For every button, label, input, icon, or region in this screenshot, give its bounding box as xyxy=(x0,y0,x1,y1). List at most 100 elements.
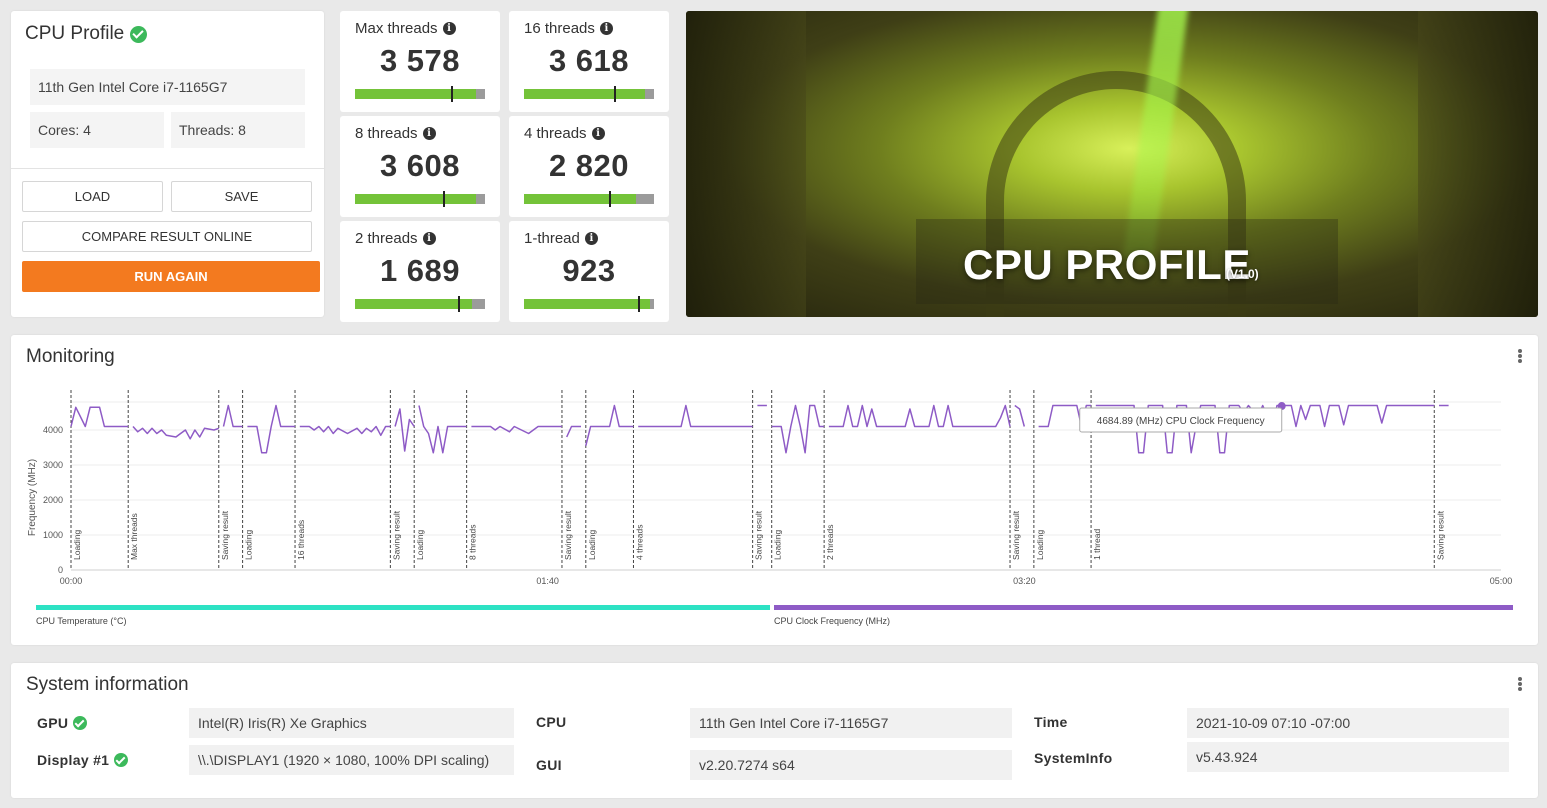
time-label: Time xyxy=(1034,714,1068,730)
load-button[interactable]: LOAD xyxy=(22,181,163,212)
info-icon[interactable]: i xyxy=(584,232,598,245)
tooltip-text: 4684.89 (MHz) CPU Clock Frequency xyxy=(1097,416,1265,427)
cpu-name: 11th Gen Intel Core i7-1165G7 xyxy=(38,79,228,95)
score-bar-fill xyxy=(355,194,476,204)
info-icon[interactable]: i xyxy=(599,22,613,35)
score-bar xyxy=(524,86,654,102)
display-label-row: Display #1 xyxy=(37,752,129,768)
y-tick-label: 3000 xyxy=(43,460,63,470)
score-bar-marker xyxy=(457,296,460,312)
frequency-line-segment xyxy=(1014,404,1026,427)
tooltip-box xyxy=(1079,407,1283,433)
profile-title: CPU Profile xyxy=(25,23,125,44)
hero-title-band xyxy=(916,219,1338,304)
phase-marker-label: Loading xyxy=(1035,529,1045,560)
score-bar xyxy=(355,191,485,207)
threads-count: Threads: 8 xyxy=(179,122,246,138)
display-label: Display #1 xyxy=(37,752,110,768)
time-value: 2021-10-09 07:10 -07:00 xyxy=(1187,708,1509,738)
divider xyxy=(11,168,324,169)
check-icon xyxy=(130,25,148,43)
phase-marker-label: Saving result xyxy=(220,510,230,560)
display-value: \\.\DISPLAY1 (1920 × 1080, 100% DPI scal… xyxy=(189,745,514,775)
hero-version: (V1.0) xyxy=(1226,267,1259,281)
kebab-menu-icon[interactable] xyxy=(1518,349,1522,363)
score-bar-fill xyxy=(524,194,636,204)
system-info-title: System information xyxy=(26,674,189,695)
score-tile-8-threads: 8 threads i 3 608 xyxy=(340,116,500,217)
cpu-name-box: 11th Gen Intel Core i7-1165G7 xyxy=(30,69,305,105)
score-bar-marker xyxy=(443,191,446,207)
y-tick-label: 1000 xyxy=(43,530,63,540)
frequency-legend-bar[interactable] xyxy=(774,605,1513,610)
info-icon[interactable]: i xyxy=(422,127,436,140)
phase-marker-label: 4 threads xyxy=(634,525,644,560)
score-label: 1-thread xyxy=(524,230,580,247)
y-axis-label: Frequency (MHz) xyxy=(27,459,38,536)
systeminfo-label: SystemInfo xyxy=(1034,750,1113,766)
monitoring-card: Monitoring 0 1000 2000 3000 4000 Frequency (M… xyxy=(11,335,1538,645)
x-tick-label: 01:40 xyxy=(536,576,559,586)
x-tick-label: 00:00 xyxy=(60,576,83,586)
score-tile-1-thread: 1-thread i 923 xyxy=(509,221,669,322)
cores-count: Cores: 4 xyxy=(38,122,91,138)
run-again-button[interactable]: RUN AGAIN xyxy=(22,261,320,292)
phase-marker-label: Loading xyxy=(415,529,425,560)
hero-pillar-left xyxy=(686,11,806,317)
check-icon xyxy=(73,716,88,730)
frequency-line-segment xyxy=(585,404,634,446)
compare-result-online-button[interactable]: COMPARE RESULT ONLINE xyxy=(22,221,312,252)
frequency-line-segment xyxy=(566,425,581,438)
info-icon[interactable]: i xyxy=(591,127,605,140)
score-value: 3 618 xyxy=(548,43,630,78)
frequency-line-segment xyxy=(247,404,295,454)
info-icon[interactable]: i xyxy=(422,232,436,245)
frequency-chart[interactable]: 0 1000 2000 3000 4000 Frequency (MHz) 00:00 01:… xyxy=(11,335,1538,645)
score-value: 923 xyxy=(562,253,616,288)
gpu-label: GPU xyxy=(37,715,69,731)
gui-value: v2.20.7274 s64 xyxy=(690,750,1012,780)
gpu-label-row: GPU xyxy=(37,715,88,731)
phase-marker-label: Saving result xyxy=(1435,510,1445,560)
phase-marker-label: 2 threads xyxy=(825,525,835,560)
system-info-card: System information GPU Intel(R) Iris(R) … xyxy=(11,663,1538,798)
phase-marker-label: Loading xyxy=(72,529,82,560)
frequency-line-segment xyxy=(299,425,391,437)
frequency-line-segment xyxy=(828,404,1011,428)
monitoring-title: Monitoring xyxy=(26,346,115,367)
phase-marker-label: Loading xyxy=(244,529,254,560)
phase-marker-label: Saving result xyxy=(1011,510,1021,560)
score-label: 2 threads xyxy=(355,230,418,247)
score-bar xyxy=(355,86,485,102)
phase-marker-label: 16 threads xyxy=(296,520,306,560)
score-bar-marker xyxy=(638,296,641,312)
gui-label: GUI xyxy=(536,757,562,773)
frequency-legend-label[interactable]: CPU Clock Frequency (MHz) xyxy=(774,616,891,626)
x-tick-label: 05:00 xyxy=(1490,576,1513,586)
frequency-line-segment xyxy=(418,405,467,454)
score-label: Max threads xyxy=(355,20,438,37)
info-icon[interactable]: i xyxy=(442,22,456,35)
frequency-line-segment xyxy=(394,408,415,452)
score-tile-16-threads: 16 threads i 3 618 xyxy=(509,11,669,112)
score-bar xyxy=(524,296,654,312)
kebab-menu-icon[interactable] xyxy=(1518,677,1522,691)
frequency-line-segment xyxy=(1038,404,1092,428)
score-bar-fill xyxy=(355,89,476,99)
score-value: 3 578 xyxy=(379,43,461,78)
phase-marker-label: 8 threads xyxy=(468,525,478,560)
temperature-legend-label[interactable]: CPU Temperature (°C) xyxy=(36,616,127,626)
save-button[interactable]: SAVE xyxy=(171,181,312,212)
hero-pillar-right xyxy=(1418,11,1538,317)
temperature-legend-bar[interactable] xyxy=(36,605,770,610)
score-bar-fill xyxy=(355,299,472,309)
phase-marker-label: Saving result xyxy=(391,510,401,560)
cpu-value: 11th Gen Intel Core i7-1165G7 xyxy=(690,708,1012,738)
score-label: 4 threads xyxy=(524,125,587,142)
y-tick-label: 2000 xyxy=(43,495,63,505)
score-tile-max-threads: Max threads i 3 578 xyxy=(340,11,500,112)
frequency-line-segment xyxy=(1095,404,1435,454)
frequency-line-segment xyxy=(70,406,129,428)
score-bar xyxy=(355,296,485,312)
frequency-line-segment xyxy=(132,426,220,440)
